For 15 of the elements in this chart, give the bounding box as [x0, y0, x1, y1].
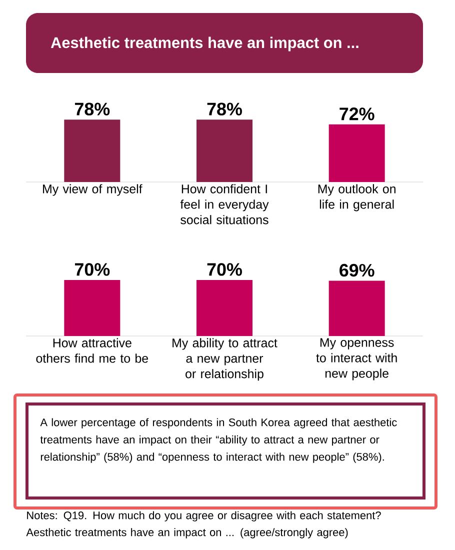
- data-label: 72%: [340, 108, 374, 120]
- chart-title: Aesthetic treatments have an impact on ...: [50, 36, 358, 52]
- x-tick-label: My openness to interact with new people: [316, 338, 397, 380]
- x-tick-label: How attractive others find me to be: [36, 338, 148, 363]
- x-tick-label: My view of myself: [43, 184, 142, 196]
- data-label: 78%: [74, 102, 110, 116]
- x-tick-label: My ability to attract a new partner or relationship: [172, 338, 278, 381]
- data-label: 69%: [340, 264, 374, 277]
- x-tick-label: My outlook on life in general: [318, 184, 396, 212]
- x-tick-label: How confident I feel in everyday social situations: [180, 184, 269, 224]
- data-label: 70%: [207, 263, 242, 276]
- text: Notes: Q19. How much do you agree or disagree with each statement? Aesthetic treatments have an impact on ... (agree/strongly agree): [26, 511, 381, 538]
- text: A lower percentage of respondents in South Korea agreed that aesthetic treatments have an impact on their “ability to attract a new partner or relationship” (58%) and “openness to interact with new people” (58%).: [40, 418, 397, 463]
- data-label: 70%: [74, 263, 110, 276]
- data-label: 78%: [207, 102, 242, 116]
